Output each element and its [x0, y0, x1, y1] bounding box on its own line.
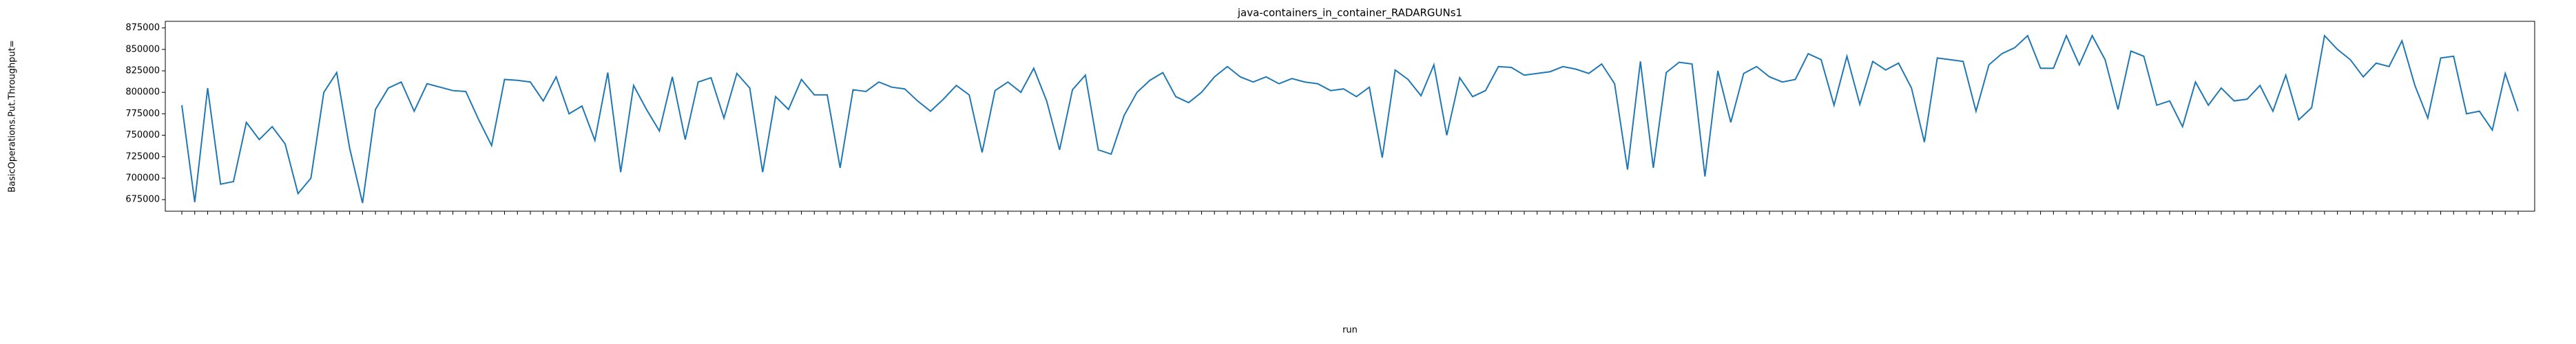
chart-title: java-containers_in_container_RADARGUNs1 [1237, 7, 1462, 20]
y-tick-label: 800000 [125, 87, 160, 98]
plot-frame [165, 21, 2535, 212]
y-tick-label: 725000 [125, 151, 160, 162]
x-axis-label: run [1342, 325, 1358, 336]
y-tick-label: 700000 [125, 173, 160, 183]
y-tick-label: 875000 [125, 23, 160, 33]
y-tick-label: 675000 [125, 195, 160, 205]
y-tick-label: 825000 [125, 65, 160, 76]
y-axis-label: BasicOperations.Put.Throughput= [8, 40, 18, 193]
y-tick-label: 750000 [125, 130, 160, 140]
y-tick-label: 775000 [125, 109, 160, 119]
data-line [181, 34, 2519, 204]
y-tick-label: 850000 [125, 44, 160, 54]
